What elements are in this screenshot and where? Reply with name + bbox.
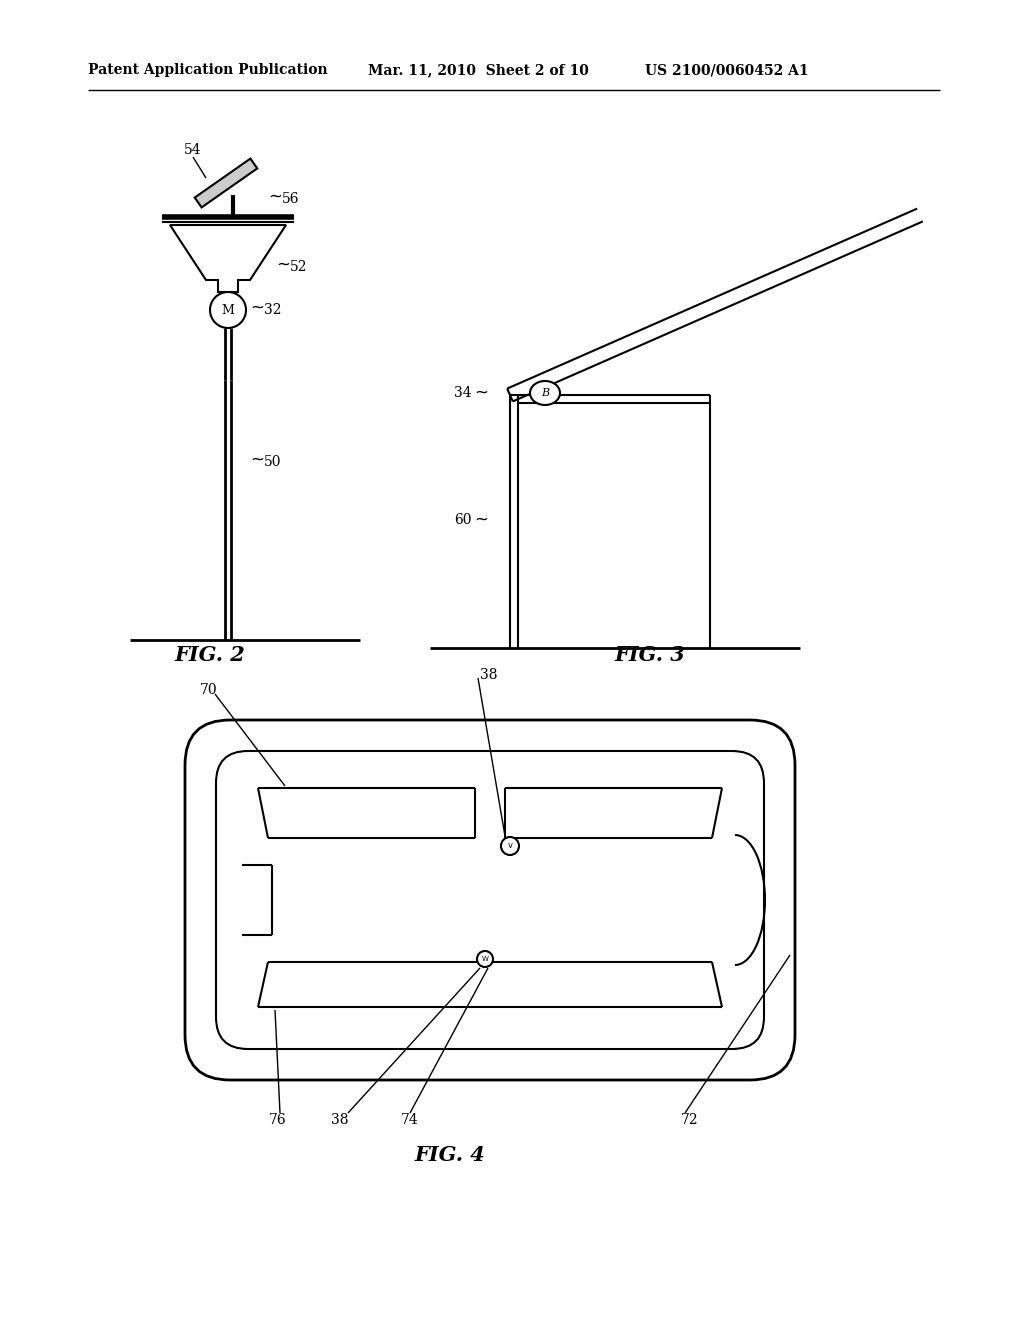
Text: Patent Application Publication: Patent Application Publication	[88, 63, 328, 77]
Text: FIG. 2: FIG. 2	[175, 645, 246, 665]
Text: ~: ~	[474, 511, 488, 529]
Text: 72: 72	[681, 1113, 698, 1127]
Text: 60: 60	[455, 513, 472, 527]
Circle shape	[501, 837, 519, 855]
Ellipse shape	[530, 381, 560, 405]
Text: 52: 52	[290, 260, 307, 275]
Text: FIG. 4: FIG. 4	[415, 1144, 485, 1166]
Text: ~: ~	[250, 451, 264, 469]
Text: 38: 38	[480, 668, 498, 682]
Text: 32: 32	[264, 304, 282, 317]
Text: ~: ~	[276, 256, 290, 275]
Text: W: W	[481, 956, 488, 962]
Text: FIG. 3: FIG. 3	[614, 645, 685, 665]
Text: ~: ~	[474, 384, 488, 403]
Text: ~: ~	[250, 300, 264, 317]
Circle shape	[477, 950, 493, 968]
Text: 56: 56	[282, 191, 299, 206]
Text: US 2100/0060452 A1: US 2100/0060452 A1	[645, 63, 809, 77]
Text: v: v	[508, 842, 512, 850]
Polygon shape	[195, 158, 257, 207]
Text: Mar. 11, 2010  Sheet 2 of 10: Mar. 11, 2010 Sheet 2 of 10	[368, 63, 589, 77]
FancyBboxPatch shape	[185, 719, 795, 1080]
Text: 34: 34	[455, 385, 472, 400]
FancyBboxPatch shape	[216, 751, 764, 1049]
Text: B: B	[541, 388, 549, 399]
Text: 76: 76	[269, 1113, 287, 1127]
Text: 38: 38	[331, 1113, 349, 1127]
Text: 70: 70	[200, 682, 218, 697]
Circle shape	[210, 292, 246, 327]
Text: ~: ~	[268, 187, 282, 206]
Text: 50: 50	[264, 455, 282, 469]
Text: 54: 54	[184, 143, 202, 157]
Text: 74: 74	[401, 1113, 419, 1127]
Text: M: M	[221, 304, 234, 317]
